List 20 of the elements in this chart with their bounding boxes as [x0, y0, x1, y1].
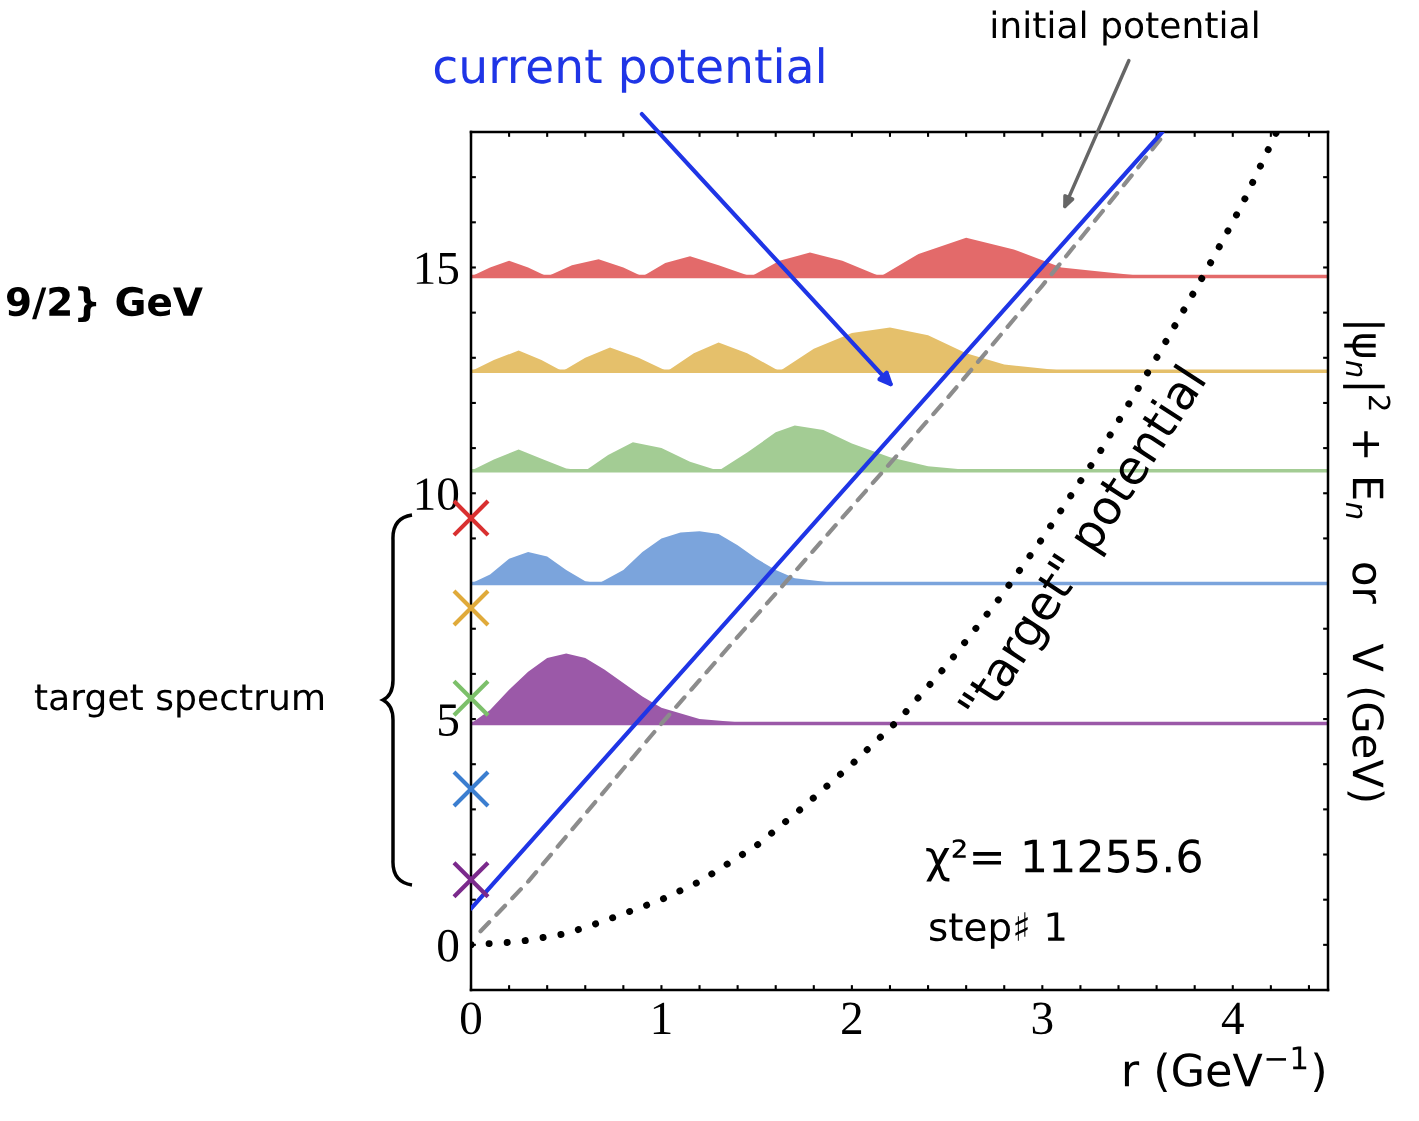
x-tick-label: 2	[842, 1002, 862, 1034]
point	[451, 860, 491, 899]
x-tick-label: 3	[1032, 1002, 1053, 1035]
annotation: χ²= 11255.6	[926, 839, 1201, 882]
text: 9/2} GeV	[7, 286, 203, 323]
text: |ψ$_{n}$|$^{2}$ + E$_{n}$ or V (GeV)	[1343, 323, 1391, 801]
x-tick-label: 4	[1221, 1002, 1244, 1034]
y-tick-label: 0	[438, 929, 459, 962]
y-tick-label: 15	[416, 252, 459, 285]
y-tick-label: 10	[416, 478, 459, 511]
text: initial potential	[992, 10, 1258, 46]
annotation: step♯ 1	[930, 912, 1065, 949]
x-axis-title: r (GeV$^{−1}$)	[1124, 1046, 1324, 1093]
x-tick-label: 0	[460, 1002, 482, 1035]
text: current potential	[434, 47, 824, 93]
text: target spectrum	[34, 684, 324, 718]
point	[451, 769, 491, 809]
x-tick-label: 1	[653, 1002, 671, 1034]
point	[451, 588, 491, 628]
y-tick-label: 5	[439, 704, 459, 736]
